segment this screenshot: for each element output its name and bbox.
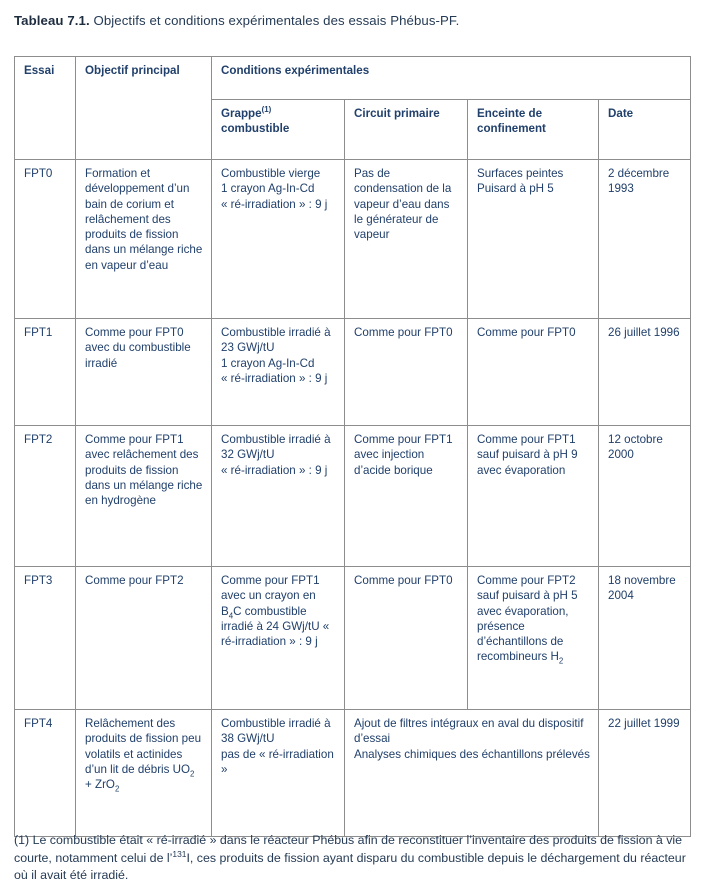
- table-header-row-1: Essai Objectif principal Conditions expé…: [14, 56, 691, 160]
- table-header-row-2: Grappe(1) combustible Circuit primaire E…: [15, 99, 691, 160]
- grappe-text-pre: Comme pour FPT1 avec un crayon en B: [221, 574, 320, 618]
- cell-essai: FPT4: [14, 709, 76, 837]
- column-group-header-conditions-experimentales: Conditions expérimentales: [211, 56, 691, 100]
- cell-essai: FPT2: [14, 425, 76, 567]
- table-caption-text: Objectifs et conditions expérimentales d…: [93, 13, 460, 28]
- cell-objectif: Formation et développement d’un bain de …: [75, 159, 212, 319]
- table-caption-label: Tableau 7.1.: [14, 13, 90, 28]
- cell-date: 12 octobre 2000: [598, 425, 691, 567]
- cell-circuit-enceinte-merged: Ajout de filtres intégraux en aval du di…: [344, 709, 599, 837]
- enceinte-label-line1: Enceinte de: [477, 107, 543, 120]
- table-row: FPT2 Comme pour FPT1 avec relâchement de…: [14, 425, 691, 567]
- column-header-enceinte-de-confinement: Enceinte de confinement: [467, 99, 599, 160]
- table-row: FPT0 Formation et développement d’un bai…: [14, 159, 691, 319]
- cell-date: 18 novembre 2004: [598, 566, 691, 710]
- enceinte-subscript: 2: [558, 656, 564, 666]
- table-body: FPT0 Formation et développement d’un bai…: [14, 159, 691, 837]
- column-header-grappe-combustible: Grappe(1) combustible: [211, 99, 345, 160]
- footnote-text-post: I, ces produits de fission ayant disparu…: [14, 850, 686, 883]
- cell-circuit: Comme pour FPT0: [344, 318, 468, 426]
- cell-essai: FPT1: [14, 318, 76, 426]
- table-caption: Tableau 7.1. Objectifs et conditions exp…: [14, 13, 690, 30]
- cell-objectif: Relâchement des produits de fission peu …: [75, 709, 212, 837]
- table-row: FPT1 Comme pour FPT0 avec du combustible…: [14, 318, 691, 426]
- enceinte-text-pre: Comme pour FPT2 sauf puisard à pH 5 avec…: [477, 574, 578, 664]
- table-container: Essai Objectif principal Conditions expé…: [14, 56, 691, 837]
- cell-enceinte: Comme pour FPT1 sauf puisard à pH 9 avec…: [467, 425, 599, 567]
- footnote-text-pre: (1) Le combustible était « ré-irradié » …: [14, 833, 683, 865]
- grappe-footnote-marker: (1): [261, 105, 272, 115]
- cell-grappe: Combustible irradié à 32 GWj/tU « ré-irr…: [211, 425, 345, 567]
- enceinte-label-line2: confinement: [477, 122, 546, 136]
- footnote-isotope-superscript: 131: [172, 848, 187, 859]
- column-header-objectif-principal: Objectif principal: [75, 56, 212, 160]
- cell-date: 26 juillet 1996: [598, 318, 691, 426]
- cell-objectif: Comme pour FPT1 avec relâchement des pro…: [75, 425, 212, 567]
- cell-objectif: Comme pour FPT2: [75, 566, 212, 710]
- table-row: FPT4 Relâchement des produits de fission…: [14, 709, 691, 837]
- grappe-subscript: 4: [228, 610, 234, 620]
- cell-enceinte: Comme pour FPT0: [467, 318, 599, 426]
- table-head: Essai Objectif principal Conditions expé…: [14, 56, 691, 160]
- cell-grappe: Comme pour FPT1 avec un crayon en B4C co…: [211, 566, 345, 710]
- cell-grappe: Combustible irradié à 38 GWj/tU pas de «…: [211, 709, 345, 837]
- cell-enceinte: Surfaces peintes Puisard à pH 5: [467, 159, 599, 319]
- cell-date: 2 décembre 1993: [598, 159, 691, 319]
- cell-circuit: Comme pour FPT0: [344, 566, 468, 710]
- column-header-date: Date: [598, 99, 691, 160]
- column-header-circuit-primaire: Circuit primaire: [344, 99, 468, 160]
- cell-essai: FPT0: [14, 159, 76, 319]
- table-footnote: (1) Le combustible était « ré-irradié » …: [14, 832, 694, 885]
- objectif-subscript-1: 2: [190, 769, 195, 779]
- table-row: FPT3 Comme pour FPT2 Comme pour FPT1 ave…: [14, 566, 691, 710]
- objectif-text-pre: Relâchement des produits de fission peu …: [85, 717, 202, 776]
- grappe-label-line1: Grappe: [221, 107, 262, 120]
- cell-enceinte: Comme pour FPT2 sauf puisard à pH 5 avec…: [467, 566, 599, 710]
- cell-circuit: Comme pour FPT1 avec injection d’acide b…: [344, 425, 468, 567]
- grappe-label-line2: combustible: [221, 122, 290, 136]
- objectif-text-mid: + ZrO: [85, 778, 115, 792]
- phebus-pf-table: Essai Objectif principal Conditions expé…: [14, 56, 691, 837]
- cell-essai: FPT3: [14, 566, 76, 710]
- grappe-text-post: C combustible irradié à 24 GWj/tU « ré-i…: [221, 604, 330, 649]
- cell-date: 22 juillet 1999: [598, 709, 691, 837]
- objectif-subscript-2: 2: [114, 784, 120, 794]
- cell-circuit: Pas de condensation de la vapeur d’eau d…: [344, 159, 468, 319]
- cell-grappe: Combustible irradié à 23 GWj/tU 1 crayon…: [211, 318, 345, 426]
- column-header-essai: Essai: [14, 56, 76, 160]
- cell-objectif: Comme pour FPT0 avec du combustible irra…: [75, 318, 212, 426]
- cell-grappe: Combustible vierge 1 crayon Ag-In-Cd « r…: [211, 159, 345, 319]
